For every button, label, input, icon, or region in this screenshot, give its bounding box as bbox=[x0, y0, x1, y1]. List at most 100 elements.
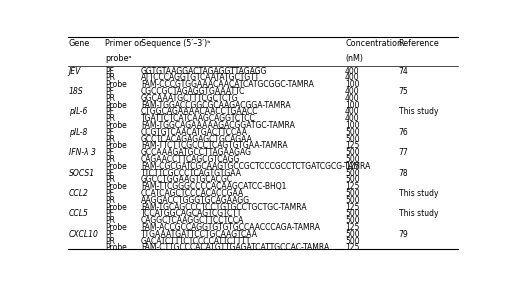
Text: TGATTCTCATCAAGCAGGTCTCC: TGATTCTCATCAAGCAGGTCTCC bbox=[141, 114, 256, 123]
Text: This study: This study bbox=[399, 209, 438, 218]
Text: 500: 500 bbox=[345, 237, 360, 246]
Text: 500: 500 bbox=[345, 155, 360, 164]
Text: Probe: Probe bbox=[105, 121, 127, 130]
Text: PF: PF bbox=[105, 169, 114, 178]
Text: PF: PF bbox=[105, 148, 114, 157]
Text: 500: 500 bbox=[345, 196, 360, 205]
Text: PR: PR bbox=[105, 216, 115, 225]
Text: FAM-TGGCAGAAAAAGACGGATGC-TAMRA: FAM-TGGCAGAAAAAGACGGATGC-TAMRA bbox=[141, 121, 295, 130]
Text: PF: PF bbox=[105, 189, 114, 198]
Text: This study: This study bbox=[399, 108, 438, 116]
Text: 500: 500 bbox=[345, 209, 360, 218]
Text: 400: 400 bbox=[345, 94, 360, 103]
Text: PF: PF bbox=[105, 67, 114, 76]
Text: 500: 500 bbox=[345, 128, 360, 137]
Text: 100: 100 bbox=[345, 100, 360, 110]
Text: 18S: 18S bbox=[68, 87, 83, 96]
Text: Probe: Probe bbox=[105, 243, 127, 252]
Text: PF: PF bbox=[105, 128, 114, 137]
Text: pIL-8: pIL-8 bbox=[68, 128, 87, 137]
Text: 125: 125 bbox=[345, 223, 359, 232]
Text: CCATCAGCTCCCACACCGAA: CCATCAGCTCCCACACCGAA bbox=[141, 189, 244, 198]
Text: GGCAAATGCTTTCGCTCTG: GGCAAATGCTTTCGCTCTG bbox=[141, 94, 239, 103]
Text: PR: PR bbox=[105, 196, 115, 205]
Text: TTCTTCGCCCTCAGTGTGAA: TTCTTCGCCCTCAGTGTGAA bbox=[141, 169, 242, 178]
Text: CTGGCAGAAAACAACCTGAACC: CTGGCAGAAAACAACCTGAACC bbox=[141, 108, 259, 116]
Text: Probe: Probe bbox=[105, 142, 127, 151]
Text: Probe: Probe bbox=[105, 162, 127, 171]
Text: SOCS1: SOCS1 bbox=[68, 169, 95, 178]
Text: 500: 500 bbox=[345, 135, 360, 143]
Text: pIL-6: pIL-6 bbox=[68, 108, 87, 116]
Text: This study: This study bbox=[399, 189, 438, 198]
Text: FAM-TTCGGGCCCCACAAGCATCC-BHQ1: FAM-TTCGGGCCCCACAAGCATCC-BHQ1 bbox=[141, 182, 287, 191]
Text: FAM-CGCGATCGCAAGTGCCGCTCCCGCCTCTGATCGCG-TAMRA: FAM-CGCGATCGCAAGTGCCGCTCCCGCCTCTGATCGCG-… bbox=[141, 162, 370, 171]
Text: Gene: Gene bbox=[68, 39, 90, 48]
Text: PF: PF bbox=[105, 209, 114, 218]
Text: probeᵃ: probeᵃ bbox=[105, 53, 132, 63]
Text: FAM-TTCTTCGCCCTCAGTGTGAA-TAMRA: FAM-TTCTTCGCCCTCAGTGTGAA-TAMRA bbox=[141, 142, 288, 151]
Text: (nM): (nM) bbox=[345, 53, 363, 63]
Text: CCL5: CCL5 bbox=[68, 209, 88, 218]
Text: CCGTGTCAACATGACTTCCAA: CCGTGTCAACATGACTTCCAA bbox=[141, 128, 248, 137]
Text: 100: 100 bbox=[345, 121, 360, 130]
Text: 125: 125 bbox=[345, 182, 359, 191]
Text: GCCAAAGATGCCTTAGAAGAG: GCCAAAGATGCCTTAGAAGAG bbox=[141, 148, 252, 157]
Text: 125: 125 bbox=[345, 243, 359, 252]
Text: 125: 125 bbox=[345, 162, 359, 171]
Text: GCCTCACAGAGAGCTGCAGAA: GCCTCACAGAGAGCTGCAGAA bbox=[141, 135, 253, 143]
Text: 79: 79 bbox=[399, 230, 408, 239]
Text: Primer or: Primer or bbox=[105, 39, 143, 48]
Text: PR: PR bbox=[105, 135, 115, 143]
Text: 500: 500 bbox=[345, 216, 360, 225]
Text: FAM-TGCAGCCCTCCTGTGCCTGCTGC-TAMRA: FAM-TGCAGCCCTCCTGTGCCTGCTGC-TAMRA bbox=[141, 203, 307, 212]
Text: PF: PF bbox=[105, 230, 114, 239]
Text: TCCATGGCAGCAGTCGTCTT: TCCATGGCAGCAGTCGTCTT bbox=[141, 209, 243, 218]
Text: 74: 74 bbox=[399, 67, 408, 76]
Text: PR: PR bbox=[105, 175, 115, 185]
Text: TTGAAATGATTCCTGCAAGTCAA: TTGAAATGATTCCTGCAAGTCAA bbox=[141, 230, 258, 239]
Text: Probe: Probe bbox=[105, 223, 127, 232]
Text: FAM-CCCGTGGAAACAACATCATGCGGC-TAMRA: FAM-CCCGTGGAAACAACATCATGCGGC-TAMRA bbox=[141, 80, 314, 89]
Text: Sequence (5′–3′)ᵇ: Sequence (5′–3′)ᵇ bbox=[141, 39, 211, 48]
Text: GACATCTTTCTCCCCATTCTTTT: GACATCTTTCTCCCCATTCTTTT bbox=[141, 237, 251, 246]
Text: 77: 77 bbox=[399, 148, 408, 157]
Text: ATTCCCAGGTGTCAATATGCTGTT: ATTCCCAGGTGTCAATATGCTGTT bbox=[141, 73, 260, 82]
Text: 400: 400 bbox=[345, 67, 360, 76]
Text: 500: 500 bbox=[345, 230, 360, 239]
Text: PR: PR bbox=[105, 94, 115, 103]
Text: CCL2: CCL2 bbox=[68, 189, 88, 198]
Text: 125: 125 bbox=[345, 203, 359, 212]
Text: 75: 75 bbox=[399, 87, 408, 96]
Text: 100: 100 bbox=[345, 80, 360, 89]
Text: 500: 500 bbox=[345, 189, 360, 198]
Text: IFN-λ 3: IFN-λ 3 bbox=[68, 148, 96, 157]
Text: Reference: Reference bbox=[399, 39, 439, 48]
Text: FAM-CTTGCCCACATGTTGAGATCATTGCCAC-TAMRA: FAM-CTTGCCCACATGTTGAGATCATTGCCAC-TAMRA bbox=[141, 243, 330, 252]
Text: 125: 125 bbox=[345, 142, 359, 151]
Text: CXCL10: CXCL10 bbox=[68, 230, 99, 239]
Text: CGCCGCTAGAGGTGAAATTC: CGCCGCTAGAGGTGAAATTC bbox=[141, 87, 245, 96]
Text: AAGGACCTGGGTGCAGAAGG: AAGGACCTGGGTGCAGAAGG bbox=[141, 196, 250, 205]
Text: Probe: Probe bbox=[105, 203, 127, 212]
Text: FAM-TGGACCGGCGCAAGACGGA-TAMRA: FAM-TGGACCGGCGCAAGACGGA-TAMRA bbox=[141, 100, 291, 110]
Text: 500: 500 bbox=[345, 148, 360, 157]
Text: Probe: Probe bbox=[105, 100, 127, 110]
Text: GGCCTGGAAGTGCACGC: GGCCTGGAAGTGCACGC bbox=[141, 175, 233, 185]
Text: Probe: Probe bbox=[105, 182, 127, 191]
Text: GGTGTAAGGACTAGAGGTTAGAGG: GGTGTAAGGACTAGAGGTTAGAGG bbox=[141, 67, 268, 76]
Text: Concentration: Concentration bbox=[345, 39, 402, 48]
Text: 400: 400 bbox=[345, 73, 360, 82]
Text: PR: PR bbox=[105, 155, 115, 164]
Text: 400: 400 bbox=[345, 114, 360, 123]
Text: 400: 400 bbox=[345, 87, 360, 96]
Text: 400: 400 bbox=[345, 108, 360, 116]
Text: CAGGCTCAAGGCTTCCTCCA: CAGGCTCAAGGCTTCCTCCA bbox=[141, 216, 244, 225]
Text: PR: PR bbox=[105, 73, 115, 82]
Text: JEV: JEV bbox=[68, 67, 81, 76]
Text: 500: 500 bbox=[345, 169, 360, 178]
Text: 78: 78 bbox=[399, 169, 408, 178]
Text: PF: PF bbox=[105, 87, 114, 96]
Text: FAM-ACCGCCAGGTGTGTGCCAACCCAGA-TAMRA: FAM-ACCGCCAGGTGTGTGCCAACCCAGA-TAMRA bbox=[141, 223, 320, 232]
Text: CAGAACCTTCAGCGTCAGG: CAGAACCTTCAGCGTCAGG bbox=[141, 155, 241, 164]
